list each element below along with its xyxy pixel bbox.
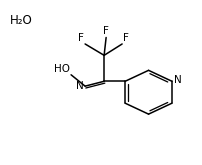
Text: F: F [103,26,108,36]
Text: N: N [75,81,83,91]
Text: H₂O: H₂O [9,14,32,27]
Text: HO: HO [54,64,70,74]
Text: N: N [174,75,181,85]
Text: F: F [78,33,84,43]
Text: F: F [123,33,128,43]
